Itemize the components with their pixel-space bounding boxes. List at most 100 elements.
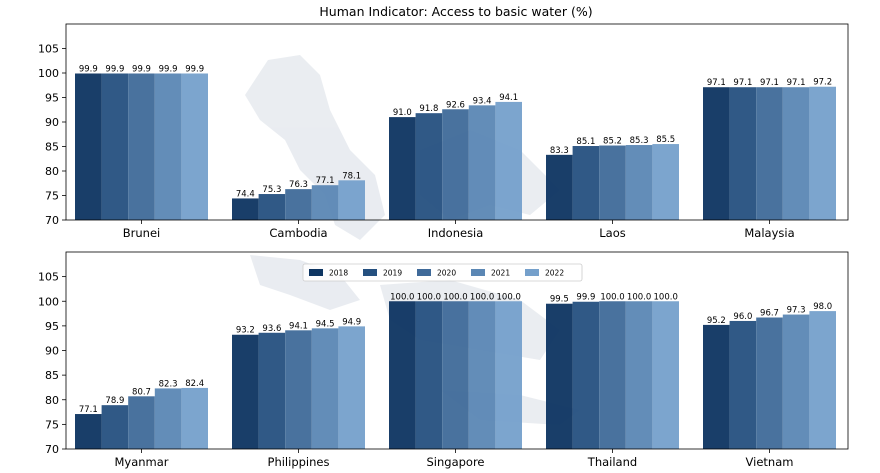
category-label-laos: Laos	[599, 226, 625, 240]
data-label: 100.0	[470, 292, 494, 302]
bar-myanmar-2021	[154, 388, 182, 449]
data-label: 100.0	[627, 292, 651, 302]
category-label-indonesia: Indonesia	[428, 226, 484, 240]
bar-philippines-2020	[285, 330, 312, 449]
data-label: 99.9	[105, 64, 124, 74]
legend-label-2019: 2019	[383, 269, 402, 278]
bar-malaysia-2022	[809, 86, 836, 220]
legend-label-2021: 2021	[491, 269, 510, 278]
data-label: 77.1	[79, 405, 98, 415]
data-label: 100.0	[600, 292, 624, 302]
bar-indonesia-2018	[389, 117, 416, 220]
bar-vietnam-2019	[729, 320, 757, 449]
data-label: 100.0	[443, 292, 467, 302]
bar-thailand-2020	[599, 301, 626, 449]
data-label: 99.9	[185, 64, 204, 74]
bar-vietnam-2021	[782, 314, 810, 449]
data-label: 100.0	[497, 292, 521, 302]
bar-laos-2018	[546, 154, 573, 220]
bar-philippines-2022	[338, 326, 365, 449]
bar-thailand-2019	[572, 301, 600, 449]
bar-cambodia-2020	[285, 189, 312, 220]
legend-swatch-2019	[363, 269, 377, 276]
legend: 2018 2019 2020 2021 2022	[302, 263, 583, 282]
y-tick-label: 105	[38, 43, 59, 56]
legend-swatch-2018	[309, 269, 323, 276]
data-label: 99.9	[576, 293, 595, 303]
y-tick-label: 75	[45, 190, 59, 203]
bar-brunei-2020	[128, 73, 155, 221]
data-label: 91.0	[393, 108, 412, 118]
bar-laos-2022	[652, 144, 679, 220]
legend-label-2022: 2022	[545, 269, 564, 278]
y-tick-label: 85	[45, 369, 59, 382]
bar-cambodia-2021	[311, 185, 339, 220]
data-label: 99.5	[550, 295, 569, 305]
y-tick-label: 75	[45, 418, 59, 431]
data-label: 78.9	[105, 396, 124, 406]
data-label: 96.7	[760, 309, 779, 319]
bar-laos-2021	[625, 145, 653, 220]
data-label: 83.3	[550, 146, 569, 156]
data-label: 85.2	[603, 137, 622, 147]
data-label: 85.5	[656, 135, 675, 145]
category-label-vietnam: Vietnam	[746, 455, 794, 469]
data-label: 97.1	[787, 78, 806, 88]
data-label: 99.9	[79, 64, 98, 74]
bar-singapore-2020	[442, 301, 469, 449]
bar-malaysia-2019	[729, 87, 757, 221]
y-tick-label: 70	[45, 443, 59, 456]
data-label: 94.1	[499, 93, 518, 103]
data-label: 97.3	[787, 306, 806, 316]
category-label-malaysia: Malaysia	[744, 226, 794, 240]
bar-brunei-2019	[101, 73, 129, 221]
data-label: 91.8	[419, 104, 438, 114]
data-label: 93.4	[473, 96, 492, 106]
data-label: 94.5	[316, 319, 335, 329]
bar-philippines-2018	[232, 334, 259, 449]
y-tick-label: 80	[45, 394, 59, 407]
y-tick-label: 90	[45, 345, 59, 358]
bar-myanmar-2020	[128, 396, 155, 449]
category-label-brunei: Brunei	[123, 226, 160, 240]
bar-laos-2020	[599, 145, 626, 220]
bar-vietnam-2020	[756, 317, 783, 449]
bar-philippines-2021	[311, 328, 339, 449]
bar-vietnam-2018	[703, 324, 730, 449]
data-label: 85.3	[630, 136, 649, 146]
bar-myanmar-2019	[101, 405, 129, 449]
bar-cambodia-2018	[232, 198, 259, 220]
bar-laos-2019	[572, 146, 600, 220]
bar-indonesia-2019	[415, 113, 443, 220]
data-label: 74.4	[236, 189, 255, 199]
bar-indonesia-2022	[495, 101, 522, 220]
bar-singapore-2022	[495, 301, 522, 449]
bar-thailand-2022	[652, 301, 679, 449]
legend-label-2020: 2020	[437, 269, 456, 278]
data-label: 78.1	[342, 171, 361, 181]
legend-label-2018: 2018	[329, 269, 348, 278]
bar-brunei-2021	[154, 73, 182, 221]
category-label-philippines: Philippines	[268, 455, 330, 469]
y-tick-label: 105	[38, 271, 59, 284]
y-tick-label: 85	[45, 141, 59, 154]
data-label: 94.9	[342, 317, 361, 327]
y-tick-label: 90	[45, 116, 59, 129]
y-tick-label: 80	[45, 165, 59, 178]
data-label: 93.6	[262, 324, 281, 334]
bar-thailand-2021	[625, 301, 653, 449]
bar-brunei-2022	[181, 73, 208, 221]
data-label: 95.2	[707, 316, 726, 326]
bar-philippines-2019	[258, 332, 286, 449]
data-label: 100.0	[654, 292, 678, 302]
bar-singapore-2019	[415, 301, 443, 449]
bar-indonesia-2021	[468, 105, 496, 220]
data-label: 85.1	[576, 137, 595, 147]
data-label: 96.0	[733, 312, 752, 322]
data-label: 99.9	[159, 64, 178, 74]
bar-brunei-2018	[75, 73, 102, 221]
bar-cambodia-2022	[338, 180, 365, 220]
data-label: 93.2	[236, 326, 255, 336]
bar-cambodia-2019	[258, 194, 286, 220]
category-label-thailand: Thailand	[587, 455, 637, 469]
